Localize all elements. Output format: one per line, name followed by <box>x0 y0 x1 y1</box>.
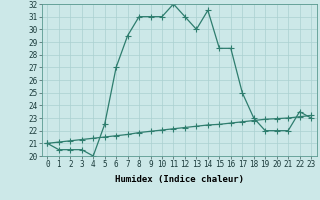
X-axis label: Humidex (Indice chaleur): Humidex (Indice chaleur) <box>115 175 244 184</box>
